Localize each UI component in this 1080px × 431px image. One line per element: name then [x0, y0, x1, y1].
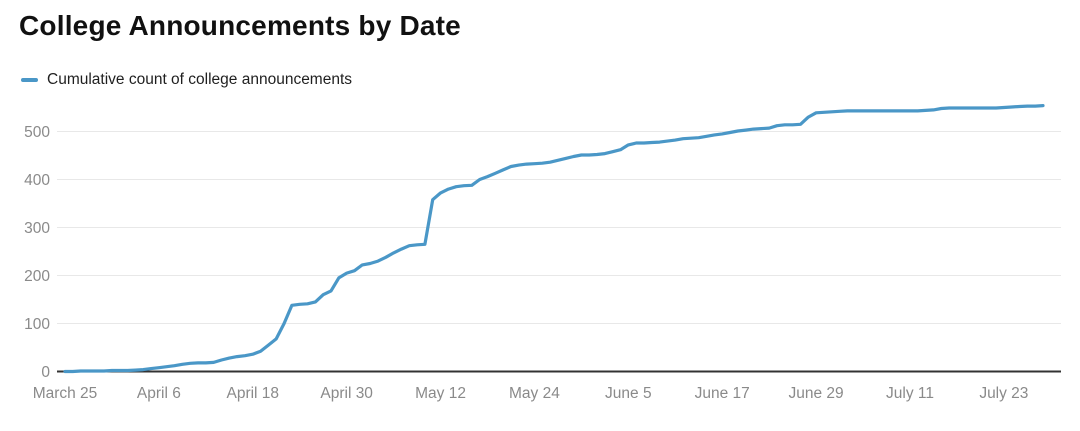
- y-tick-label: 0: [41, 364, 50, 381]
- y-tick-label: 400: [24, 172, 50, 189]
- x-tick-label: April 18: [226, 385, 279, 402]
- x-tick-label: July 23: [979, 385, 1028, 402]
- legend-line-swatch-icon: [21, 78, 38, 82]
- legend: Cumulative count of college announcement…: [21, 71, 352, 89]
- y-tick-label: 200: [24, 268, 50, 285]
- x-tick-label: July 11: [886, 385, 934, 402]
- series-line-cumulative-count: [63, 103, 1045, 374]
- chart-title: College Announcements by Date: [19, 10, 461, 41]
- x-tick-label: June 17: [695, 385, 750, 402]
- y-tick-label: 500: [24, 124, 50, 141]
- x-tick-label: June 29: [789, 385, 844, 402]
- x-tick-label: May 24: [509, 385, 560, 402]
- x-tick-label: April 6: [137, 385, 181, 402]
- y-tick-label: 100: [24, 316, 50, 333]
- x-tick-label: May 12: [415, 385, 466, 402]
- legend-label: Cumulative count of college announcement…: [47, 71, 353, 88]
- x-tick-label: June 5: [605, 385, 652, 402]
- y-tick-label: 300: [24, 220, 50, 237]
- x-tick-label: March 25: [33, 385, 98, 402]
- x-tick-label: April 30: [320, 385, 373, 402]
